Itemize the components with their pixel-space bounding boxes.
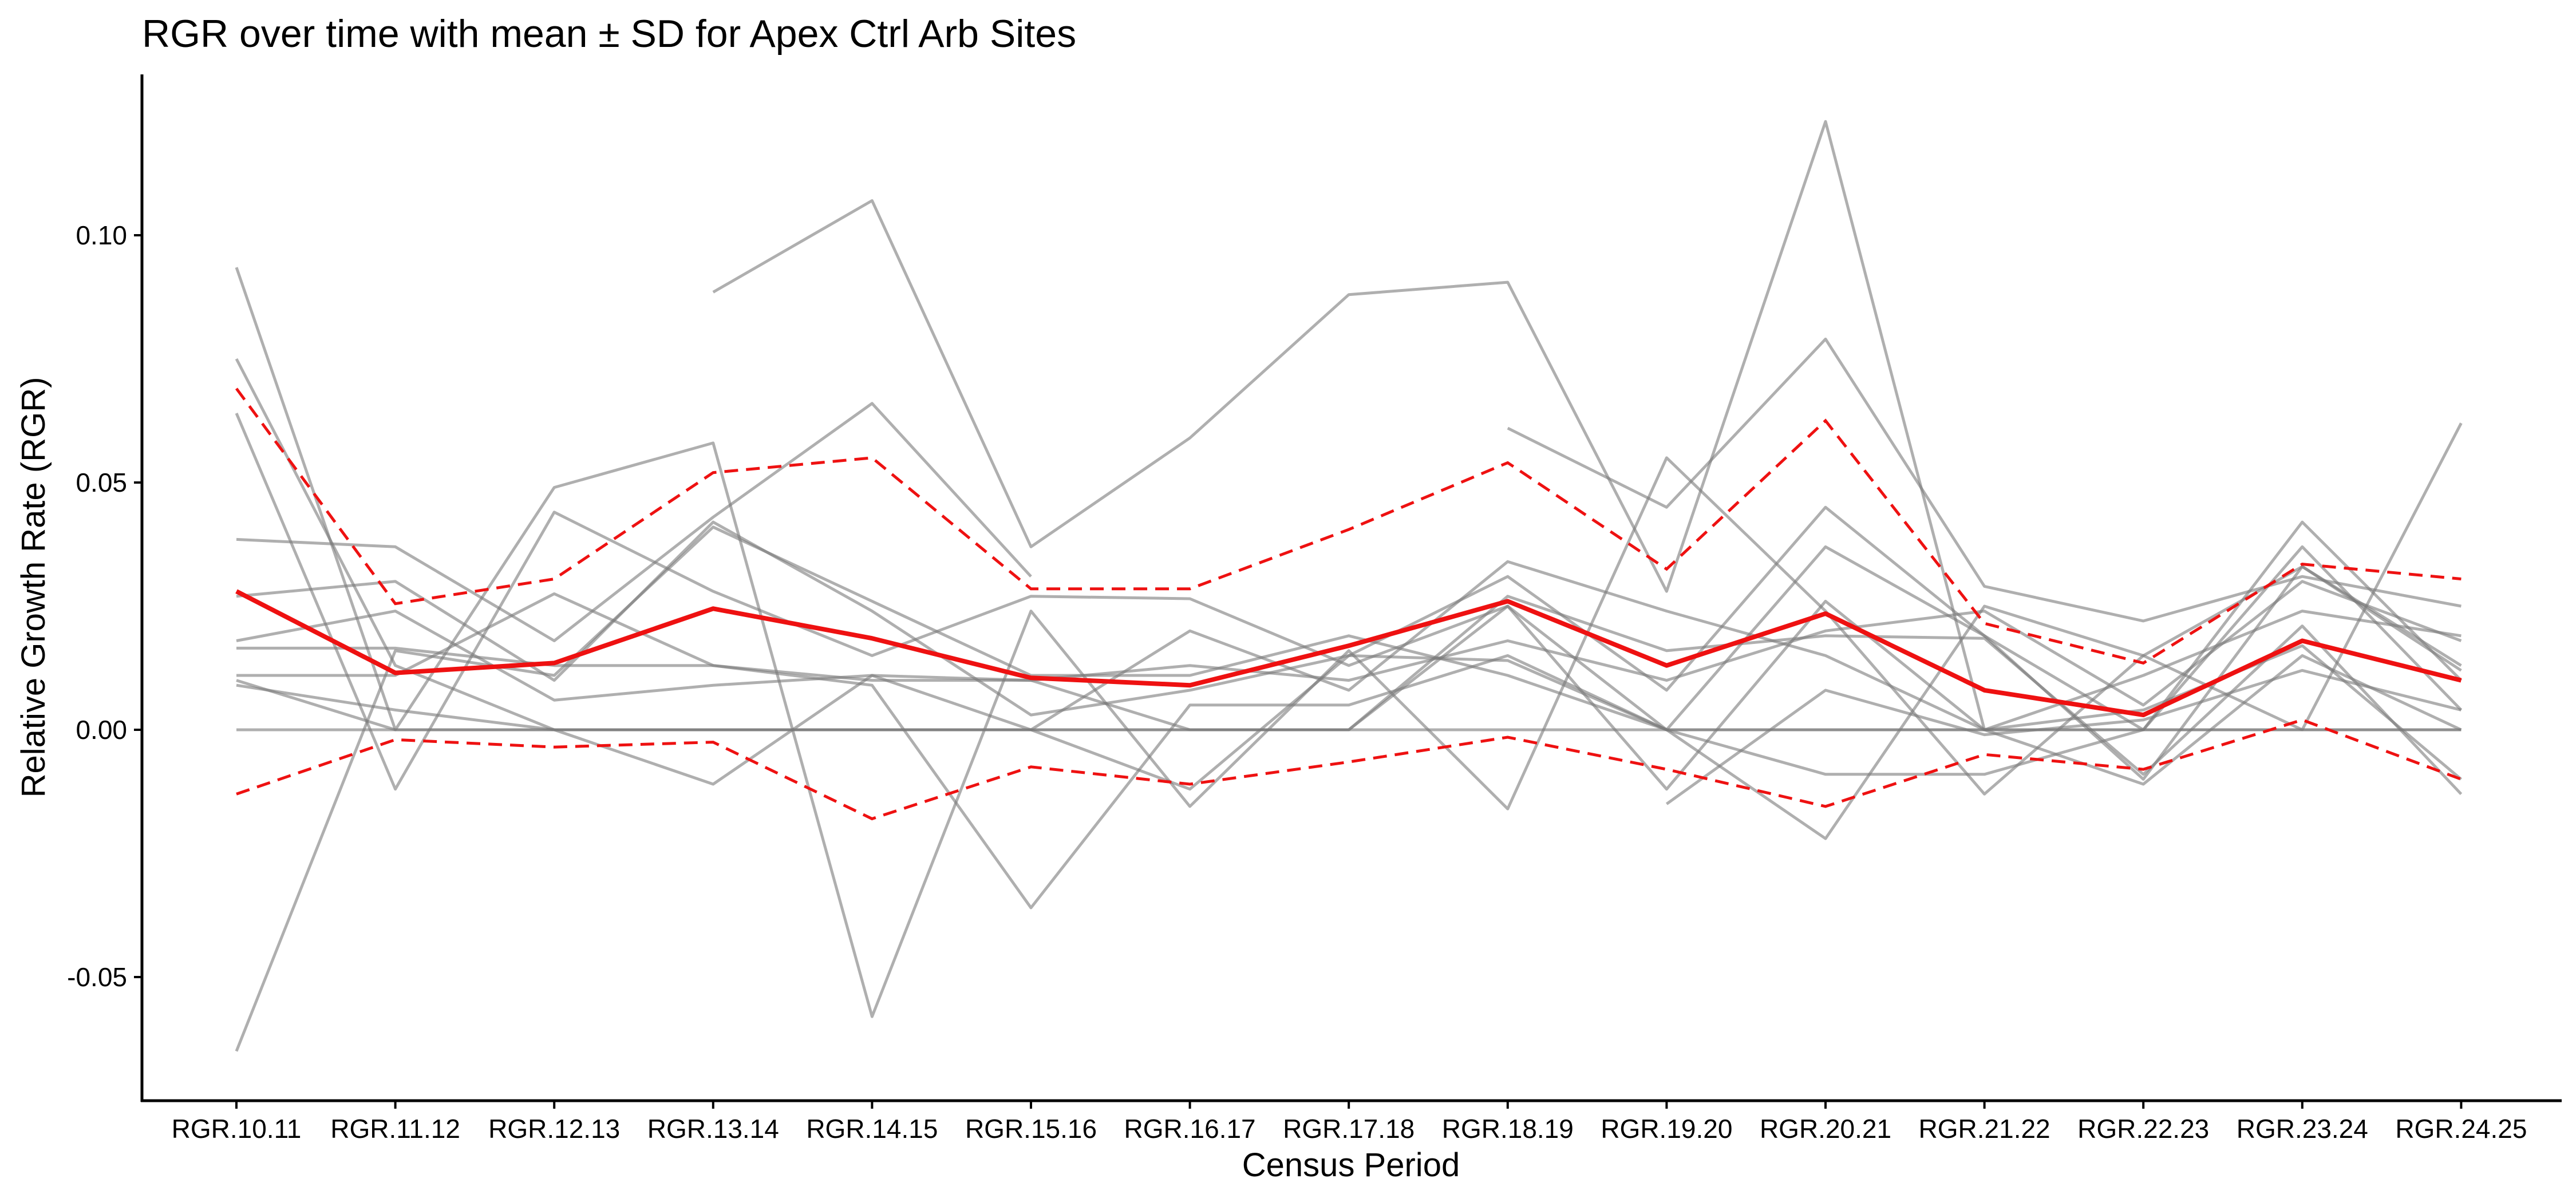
y-tick-label: 0.10: [76, 220, 127, 250]
x-tick-label: RGR.12.13: [488, 1114, 620, 1144]
sd-band-lines: [235, 388, 2462, 821]
x-axis-ticks: RGR.10.11 RGR.11.12 RGR.12.13 RGR.13.14 RGR.…: [172, 1101, 2527, 1144]
y-axis-ticks: -0.05 0.00 0.05 0.10: [67, 220, 142, 992]
x-tick-label: RGR.14.15: [806, 1114, 938, 1144]
site-line-5: [236, 337, 2462, 642]
site-line-7: [236, 580, 2462, 707]
x-tick-label: RGR.23.24: [2237, 1114, 2368, 1144]
x-tick-label: RGR.15.16: [965, 1114, 1097, 1144]
site-line-3: [235, 358, 2462, 732]
mean-line: [235, 589, 2462, 718]
site-line-1: [235, 267, 2462, 1018]
site-line-12: [236, 679, 2462, 732]
site-line-14: [1665, 669, 2462, 805]
site-line-4: [235, 413, 2462, 791]
x-tick-label: RGR.18.19: [1442, 1114, 1574, 1144]
site-line-2: [235, 525, 2462, 1052]
x-tick-label: RGR.24.25: [2395, 1114, 2527, 1144]
x-tick-label: RGR.22.23: [2077, 1114, 2209, 1144]
lower-sd-line: [236, 718, 2462, 821]
x-axis-title: Census Period: [1242, 1146, 1460, 1184]
mean-line-group: [235, 589, 2462, 718]
x-tick-label: RGR.17.18: [1283, 1114, 1415, 1144]
x-tick-label: RGR.20.21: [1760, 1114, 1891, 1144]
x-tick-label: RGR.13.14: [647, 1114, 779, 1144]
x-tick-label: RGR.11.12: [330, 1114, 460, 1144]
y-tick-label: 0.05: [76, 468, 127, 497]
site-line-10: [236, 545, 2463, 791]
site-lines: [235, 120, 2463, 1052]
x-tick-label: RGR.19.20: [1601, 1114, 1732, 1144]
y-tick-label: 0.00: [76, 715, 127, 745]
y-tick-label: -0.05: [67, 962, 127, 992]
chart-title: RGR over time with mean ± SD for Apex Ct…: [142, 12, 1076, 56]
x-tick-label: RGR.10.11: [172, 1114, 302, 1144]
x-tick-label: RGR.16.17: [1124, 1114, 1256, 1144]
site-line-13: [712, 120, 2463, 781]
site-line-11: [236, 560, 2462, 786]
y-axis-title: Relative Growth Rate (RGR): [15, 377, 52, 798]
upper-sd-line: [235, 388, 2462, 665]
x-tick-label: RGR.21.22: [1919, 1114, 2050, 1144]
site-line-9: [236, 422, 2463, 910]
